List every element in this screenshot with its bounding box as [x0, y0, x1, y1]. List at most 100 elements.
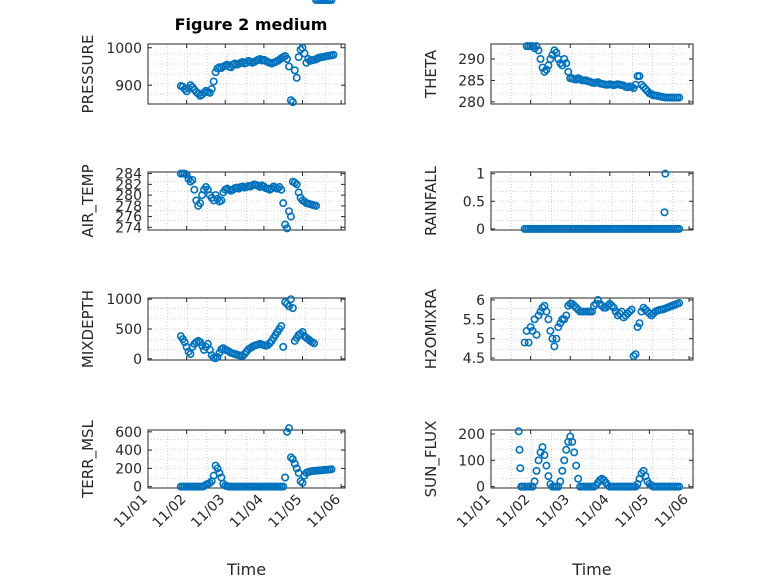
data-point — [298, 327, 307, 336]
data-point — [186, 177, 195, 186]
axes-box — [147, 43, 346, 105]
data-point — [279, 342, 288, 351]
x-axis-label: Time — [226, 560, 266, 579]
y-tick-label: 900 — [115, 78, 142, 94]
data-point — [205, 478, 214, 487]
x-axis-label: Time — [571, 560, 611, 579]
y-tick-label: 276 — [115, 210, 142, 226]
axes-box — [490, 297, 694, 361]
data-point — [209, 77, 218, 86]
data-point — [609, 303, 618, 312]
data-point — [558, 466, 567, 475]
data-point — [281, 473, 290, 482]
data-point — [329, 50, 338, 59]
data-point — [284, 302, 293, 311]
data-point — [550, 342, 559, 351]
data-point — [327, 0, 336, 4]
data-point — [286, 96, 295, 105]
data-point — [560, 315, 569, 324]
data-point — [530, 477, 539, 486]
data-point — [675, 299, 684, 308]
data-point — [196, 199, 205, 208]
data-point — [213, 464, 222, 473]
data-point — [538, 443, 547, 452]
data-point — [556, 477, 565, 486]
data-point — [637, 80, 646, 89]
y-axis-label: AIR_TEMP — [79, 164, 98, 237]
data-point — [207, 85, 216, 94]
data-point — [675, 224, 684, 233]
data-point — [526, 323, 535, 332]
axes-box — [147, 171, 346, 231]
y-tick-label: 4.5 — [463, 351, 485, 367]
data-point — [520, 338, 529, 347]
y-tick-label: 5.5 — [463, 312, 485, 328]
data-point — [570, 448, 579, 457]
data-point — [562, 59, 571, 68]
y-tick-label: 0.5 — [463, 194, 485, 210]
y-tick-label: 284 — [115, 167, 142, 183]
data-point — [544, 315, 553, 324]
data-point — [190, 185, 199, 194]
y-axis-label: H2OMIXRA — [422, 288, 440, 369]
data-point — [286, 453, 295, 462]
y-tick-label: 500 — [115, 322, 142, 338]
data-point — [286, 212, 295, 221]
data-point — [298, 478, 307, 487]
data-point — [213, 353, 222, 362]
data-point — [550, 46, 559, 55]
data-point — [290, 66, 299, 75]
y-axis-label: MIXDEPTH — [79, 290, 97, 368]
data-point — [639, 82, 648, 91]
data-point — [532, 330, 541, 339]
data-point — [288, 455, 297, 464]
data-point — [542, 461, 551, 470]
data-point — [524, 338, 533, 347]
data-point — [528, 42, 537, 51]
axes-6: 4.5 5 5.5 6 H2OMIXRA — [422, 288, 694, 369]
y-tick-label: 6 — [476, 293, 485, 309]
data-point — [540, 451, 549, 460]
y-tick-label: 1 — [476, 167, 485, 183]
data-point — [554, 323, 563, 332]
data-point — [277, 322, 286, 331]
y-tick-label: 274 — [115, 220, 142, 236]
axes-1: 900 1000 PRESSURE — [79, 35, 346, 114]
data-point — [290, 178, 299, 187]
data-point — [277, 185, 286, 194]
data-point — [279, 482, 288, 491]
y-tick-label: 600 — [115, 425, 142, 441]
data-point — [283, 54, 292, 63]
y-tick-label: 1000 — [106, 292, 142, 308]
data-point — [548, 334, 557, 343]
data-point — [627, 305, 636, 314]
data-point — [548, 50, 557, 59]
y-tick-label: 200 — [115, 461, 142, 477]
data-point — [542, 307, 551, 316]
data-point — [532, 466, 541, 475]
data-point — [292, 73, 301, 82]
data-point — [283, 224, 292, 233]
data-point — [259, 182, 268, 191]
data-point — [292, 180, 301, 189]
data-point — [312, 201, 321, 210]
y-axis-label: SUN_FLUX — [422, 421, 441, 498]
data-point — [288, 304, 297, 313]
data-point — [217, 196, 226, 205]
data-point — [327, 465, 336, 474]
data-point — [288, 98, 297, 107]
y-tick-label: 100 — [458, 453, 485, 469]
data-point — [180, 338, 189, 347]
data-point — [284, 62, 293, 71]
data-point — [675, 93, 684, 102]
y-tick-label: 1000 — [106, 41, 142, 57]
y-axis-label: PRESSURE — [79, 35, 97, 114]
data-point — [534, 456, 543, 465]
y-tick-label: 0 — [133, 352, 142, 368]
data-point — [182, 170, 191, 179]
data-point — [675, 482, 684, 491]
data-point — [635, 319, 644, 328]
